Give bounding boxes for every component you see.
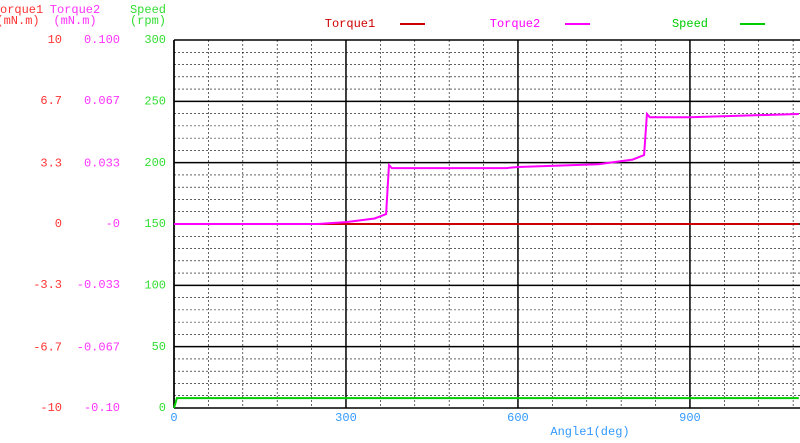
x-tick-label: 0	[170, 411, 177, 425]
y-tick-label: 10	[48, 33, 62, 47]
axis-unit: (mN.m)	[53, 14, 96, 28]
y-tick-label: 0.067	[84, 94, 120, 108]
legend-label: Speed	[672, 17, 708, 31]
axis-title: Torque2	[50, 3, 100, 17]
y-tick-label: -6.7	[33, 340, 62, 354]
y-tick-label: 250	[144, 95, 166, 109]
y-tick-label: 200	[144, 156, 166, 170]
x-tick-label: 300	[335, 411, 357, 425]
y-tick-label: 100	[144, 279, 166, 293]
y-tick-label: 6.7	[40, 94, 62, 108]
x-tick-label: 900	[679, 411, 701, 425]
x-axis-label: Angle1(deg)	[550, 425, 629, 439]
y-tick-label: 0.100	[84, 33, 120, 47]
axis-title: Speed	[130, 3, 166, 17]
y-tick-label: -0.067	[77, 340, 120, 354]
series-line	[173, 397, 799, 409]
y-tick-label: -10	[40, 401, 62, 415]
y-tick-label: 150	[144, 217, 166, 231]
axis-unit: (mN.m)	[0, 14, 40, 28]
y-tick-label: 50	[152, 340, 166, 354]
legend-label: Torque2	[490, 17, 540, 31]
y-tick-label: 3.3	[40, 156, 62, 170]
y-tick-label: 0.033	[84, 156, 120, 170]
legend-label: Torque1	[325, 17, 375, 31]
x-tick-label: 600	[507, 411, 529, 425]
y-tick-label: 0	[159, 401, 166, 415]
y-tick-label: 0	[55, 217, 62, 231]
y-tick-label: -0.10	[84, 401, 120, 415]
y-tick-label: -3.3	[33, 278, 62, 292]
series-line	[174, 111, 799, 225]
y-tick-label: -0	[106, 217, 120, 231]
axis-unit: (rpm)	[130, 14, 166, 28]
y-tick-label: 300	[144, 33, 166, 47]
y-tick-label: -0.033	[77, 278, 120, 292]
axis-title: Torque1	[0, 3, 43, 17]
